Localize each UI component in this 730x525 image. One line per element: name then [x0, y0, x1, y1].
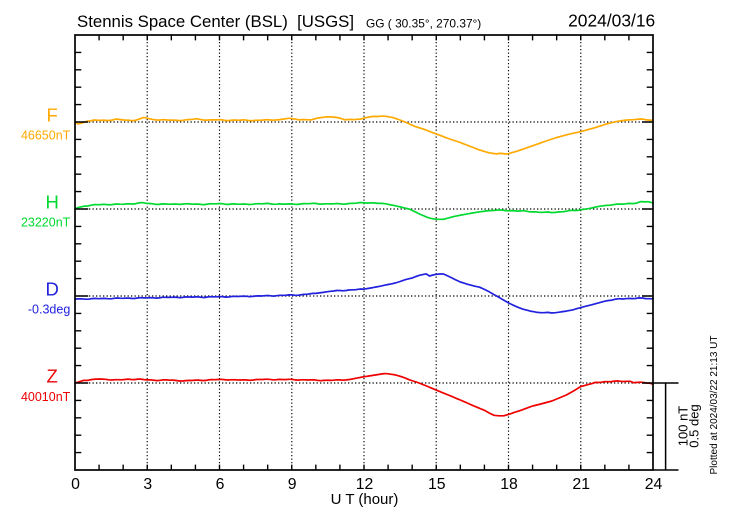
svg-text:12: 12: [356, 476, 374, 493]
svg-text:40010nT: 40010nT: [21, 390, 71, 404]
svg-text:GG ( 30.35°, 270.37°): GG ( 30.35°, 270.37°): [366, 16, 481, 30]
svg-text:24: 24: [645, 476, 663, 493]
svg-text:0.5 deg: 0.5 deg: [686, 404, 701, 447]
svg-text:6: 6: [216, 476, 225, 493]
svg-text:100 nT: 100 nT: [676, 406, 691, 447]
svg-text:Z: Z: [47, 366, 58, 387]
svg-text:0: 0: [71, 476, 80, 493]
svg-text:3: 3: [143, 476, 152, 493]
svg-text:23220nT: 23220nT: [21, 215, 71, 229]
svg-text:2024/03/16: 2024/03/16: [568, 11, 655, 31]
svg-text:15: 15: [428, 476, 446, 493]
svg-text:46650nT: 46650nT: [21, 129, 71, 143]
svg-text:F: F: [47, 105, 58, 126]
svg-text:Plotted at 2024/03/22 21:13 UT: Plotted at 2024/03/22 21:13 UT: [709, 336, 720, 475]
svg-text:-0.3deg: -0.3deg: [28, 303, 70, 317]
svg-text:21: 21: [572, 476, 590, 493]
svg-text:9: 9: [288, 476, 297, 493]
svg-text:18: 18: [500, 476, 518, 493]
svg-text:U T (hour): U T (hour): [331, 491, 399, 508]
svg-text:Stennis Space Center (BSL) [U: Stennis Space Center (BSL) [USGS]: [77, 12, 354, 31]
svg-text:D: D: [46, 279, 59, 300]
svg-text:H: H: [46, 192, 59, 213]
